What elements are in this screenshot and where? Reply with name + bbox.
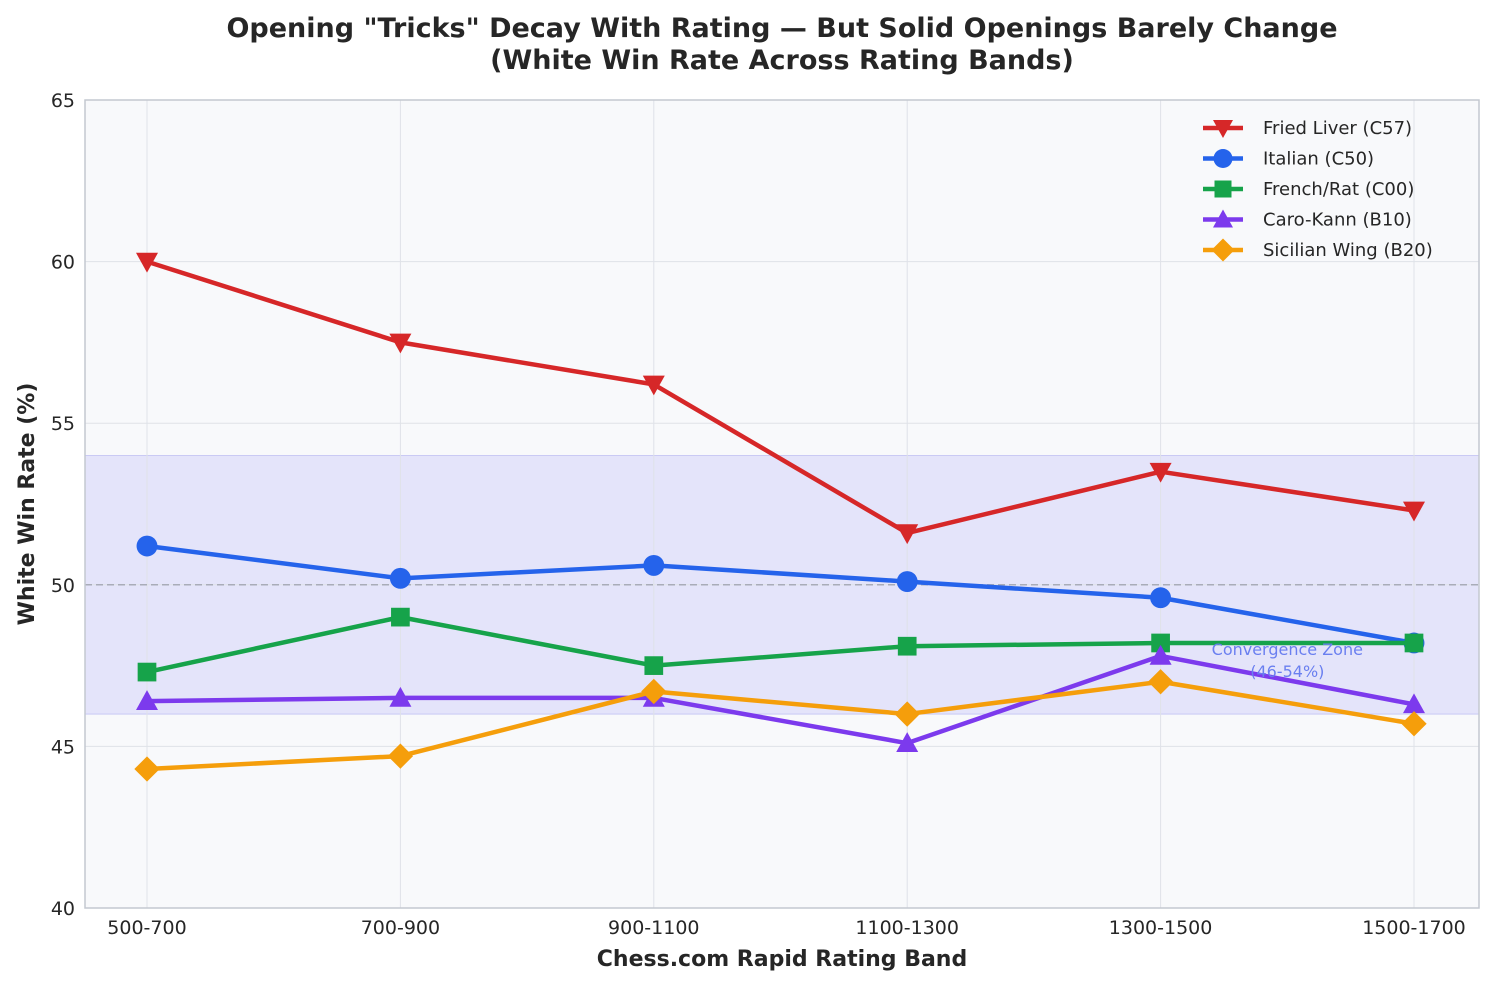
legend: Fried Liver (C57) Italian (C50) French/Rat… (1203, 118, 1433, 262)
legend-marker (1213, 120, 1233, 138)
data-point (136, 252, 158, 273)
series-0 (136, 252, 1425, 545)
legend-marker (1213, 209, 1233, 228)
data-point (389, 686, 412, 707)
legend-item: Sicilian Wing (B20) (1203, 238, 1433, 262)
data-point (1401, 711, 1427, 737)
data-point (136, 690, 158, 710)
y-tick-label: 55 (51, 413, 75, 435)
legend-item: Caro-Kann (B10) (1203, 209, 1412, 231)
x-tick-label: 900-1100 (608, 917, 699, 939)
data-point (1149, 462, 1172, 483)
data-point (137, 662, 157, 682)
data-point (389, 567, 411, 589)
data-point (391, 607, 410, 627)
legend-item: Italian (C50) (1203, 149, 1374, 170)
data-point (894, 701, 920, 727)
data-point (1151, 633, 1170, 653)
data-point (1147, 669, 1174, 695)
x-tick-label: 500-700 (107, 917, 186, 939)
data-point (641, 678, 667, 705)
legend-marker (1213, 149, 1233, 168)
legend-item: Fried Liver (C57) (1203, 118, 1412, 139)
data-point (896, 571, 918, 593)
x-tick-label: 1500-1700 (1362, 917, 1466, 939)
data-point (1404, 633, 1424, 653)
x-tick-label: 1100-1300 (855, 917, 959, 939)
series-2 (137, 607, 1424, 682)
legend-label: Sicilian Wing (B20) (1263, 240, 1433, 261)
series-line (146, 259, 1415, 536)
annotation-text: Convergence Zone (1212, 640, 1363, 659)
data-point (897, 636, 917, 656)
data-point (1150, 587, 1172, 609)
y-tick-label: 65 (51, 90, 75, 112)
data-point (643, 554, 665, 576)
x-tick-label: 700-900 (361, 917, 440, 939)
legend-item: French/Rat (C00) (1203, 179, 1414, 200)
series-line (146, 614, 1414, 675)
data-point (136, 535, 158, 557)
x-axis-label: Chess.com Rapid Rating Band (597, 947, 967, 972)
y-tick-label: 60 (51, 252, 75, 274)
data-point (896, 524, 919, 545)
annotation-text: (46-54%) (1250, 662, 1324, 681)
legend-marker (1211, 238, 1235, 262)
chart-title: Opening "Tricks" Decay With Rating — But… (226, 13, 1337, 44)
data-point (387, 743, 414, 769)
data-point (389, 333, 412, 354)
data-point (134, 756, 160, 782)
data-point (896, 732, 919, 752)
legend-label: French/Rat (C00) (1263, 179, 1414, 200)
legend-marker (1214, 180, 1232, 198)
legend-label: Italian (C50) (1263, 149, 1374, 170)
series-3 (136, 644, 1425, 752)
y-tick-label: 50 (51, 575, 75, 597)
y-tick-label: 40 (51, 898, 75, 920)
series-line (146, 543, 1415, 646)
data-point (644, 656, 664, 675)
y-tick-label: 45 (51, 736, 75, 758)
data-point (1403, 501, 1425, 522)
legend-label: Fried Liver (C57) (1263, 118, 1412, 139)
data-point (1149, 644, 1172, 665)
data-point (1403, 693, 1425, 714)
chart-subtitle: (White Win Rate Across Rating Bands) (490, 45, 1074, 76)
series-line (146, 653, 1415, 746)
x-tick-label: 1300-1500 (1109, 917, 1213, 939)
data-point (642, 375, 665, 396)
series-4 (134, 669, 1427, 782)
y-axis-label: White Win Rate (%) (15, 383, 40, 626)
series-line (146, 679, 1415, 772)
plot-frame (84, 99, 1480, 909)
legend-label: Caro-Kann (B10) (1263, 210, 1412, 231)
